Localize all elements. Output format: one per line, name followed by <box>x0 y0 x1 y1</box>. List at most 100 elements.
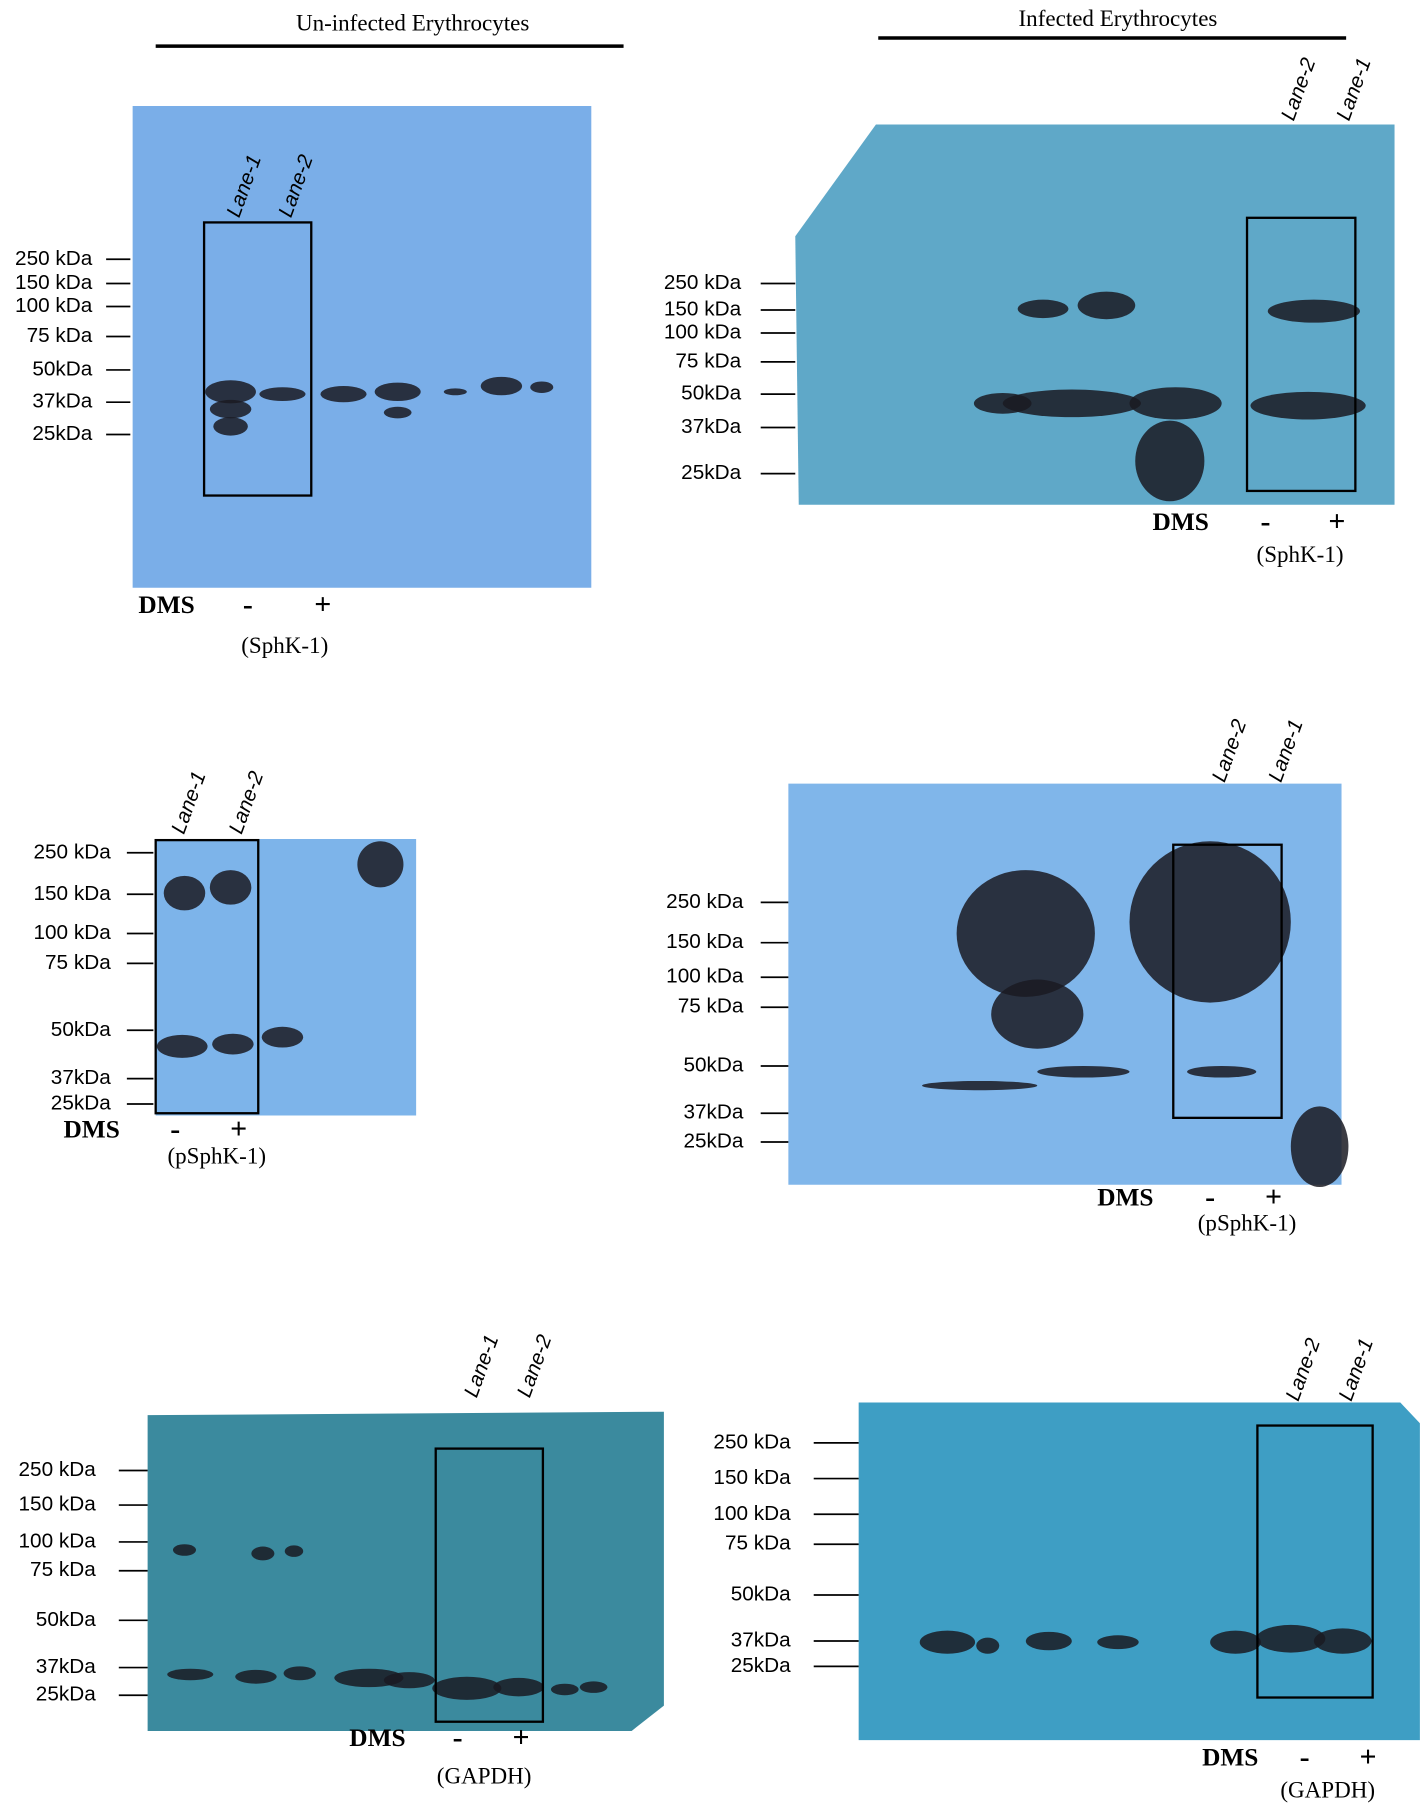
band <box>1250 392 1365 420</box>
treatment-label: DMS <box>138 591 194 619</box>
band <box>974 393 1032 414</box>
protein-label: (SphK-1) <box>1257 541 1344 567</box>
marker-label: 150 kDa <box>19 1493 97 1516</box>
lane-label: Lane-2 <box>1277 54 1321 123</box>
treatment-label: DMS <box>349 1724 405 1752</box>
band <box>1314 1628 1372 1653</box>
band <box>920 1631 975 1654</box>
marker-label: 100 kDa <box>713 1502 791 1525</box>
lane-label: Lane-2 <box>1281 1335 1325 1404</box>
band <box>1135 421 1204 502</box>
band <box>167 1669 213 1681</box>
marker-label: 25kDa <box>683 1130 743 1153</box>
marker-label: 250 kDa <box>19 1458 97 1481</box>
marker-label: 150 kDa <box>15 271 93 294</box>
band <box>1129 387 1221 419</box>
marker-label: 150 kDa <box>713 1466 791 1489</box>
blot-membrane <box>133 106 592 588</box>
marker-label: 150 kDa <box>34 882 112 905</box>
lane-label: Lane-1 <box>1264 716 1308 785</box>
marker-label: 50kDa <box>681 382 741 405</box>
page: Western blots {"groups":[{"title":"Un-in… <box>0 0 1420 1807</box>
condition-label: - <box>1300 1741 1310 1774</box>
marker-label: 100 kDa <box>666 965 744 988</box>
marker-label: 250 kDa <box>713 1430 791 1453</box>
marker-label: 50kDa <box>683 1053 743 1076</box>
condition-label: - <box>170 1113 180 1146</box>
group-title: Infected Erythrocytes <box>1019 5 1218 31</box>
marker-label: 25kDa <box>731 1654 791 1677</box>
band <box>493 1678 544 1696</box>
marker-label: 37kDa <box>32 390 92 413</box>
band <box>991 980 1083 1049</box>
band <box>210 400 251 418</box>
lane-label: Lane-1 <box>1334 1335 1378 1404</box>
treatment-label: DMS <box>1153 508 1209 536</box>
band <box>1026 1632 1072 1650</box>
marker-label: 25kDa <box>51 1092 111 1115</box>
band <box>210 870 251 905</box>
protein-label: (pSphK-1) <box>168 1142 267 1168</box>
band <box>1097 1635 1138 1649</box>
band <box>432 1677 501 1700</box>
marker-label: 100 kDa <box>664 321 742 344</box>
condition-label: + <box>1328 505 1345 538</box>
marker-label: 250 kDa <box>15 247 93 270</box>
marker-label: 75 kDa <box>725 1532 791 1555</box>
band <box>957 870 1095 997</box>
band <box>212 1034 253 1055</box>
marker-label: 50kDa <box>32 357 92 380</box>
marker-label: 100 kDa <box>19 1529 97 1552</box>
band <box>284 1666 316 1680</box>
marker-label: 50kDa <box>36 1608 96 1631</box>
band <box>922 1081 1037 1090</box>
marker-label: 25kDa <box>36 1683 96 1706</box>
figure: Un-infected Erythrocytes Infected Erythr… <box>0 0 1420 1807</box>
blot-membrane <box>859 1402 1420 1740</box>
marker-label: 250 kDa <box>34 840 112 863</box>
marker-label: 37kDa <box>36 1655 96 1678</box>
marker-label: 250 kDa <box>664 271 742 294</box>
band <box>1187 1066 1256 1078</box>
band <box>320 386 366 402</box>
marker-label: 25kDa <box>32 422 92 445</box>
lane-label: Lane-2 <box>513 1331 557 1400</box>
band <box>235 1670 276 1684</box>
condition-label: - <box>1260 505 1270 538</box>
marker-label: 37kDa <box>51 1066 111 1089</box>
protein-label: (GAPDH) <box>1280 1776 1375 1802</box>
band <box>157 1035 208 1058</box>
band <box>1078 292 1136 320</box>
lane-label: Lane-2 <box>1208 716 1252 785</box>
band <box>251 1547 274 1561</box>
marker-label: 150 kDa <box>664 297 742 320</box>
treatment-label: DMS <box>1202 1744 1258 1772</box>
band <box>285 1545 303 1557</box>
condition-label: - <box>243 588 253 621</box>
band <box>164 876 205 911</box>
band <box>384 407 412 419</box>
marker-label: 50kDa <box>51 1018 111 1041</box>
marker-label: 100 kDa <box>15 294 93 317</box>
condition-label: + <box>314 588 331 621</box>
marker-label: 37kDa <box>731 1629 791 1652</box>
band <box>357 841 403 887</box>
band <box>259 387 305 401</box>
band <box>1291 1106 1349 1187</box>
protein-label: (GAPDH) <box>437 1762 532 1788</box>
band <box>976 1638 999 1654</box>
marker-label: 25kDa <box>681 461 741 484</box>
band <box>1037 1066 1129 1078</box>
marker-label: 100 kDa <box>34 921 112 944</box>
protein-label: (pSphK-1) <box>1198 1209 1297 1235</box>
band <box>375 383 421 401</box>
band <box>1129 841 1290 1002</box>
marker-label: 75 kDa <box>30 1558 96 1581</box>
band <box>481 377 522 395</box>
band <box>1210 1631 1261 1654</box>
band <box>262 1027 303 1048</box>
treatment-label: DMS <box>1097 1183 1153 1211</box>
band <box>384 1672 435 1688</box>
band <box>1018 300 1069 318</box>
marker-label: 250 kDa <box>666 890 744 913</box>
